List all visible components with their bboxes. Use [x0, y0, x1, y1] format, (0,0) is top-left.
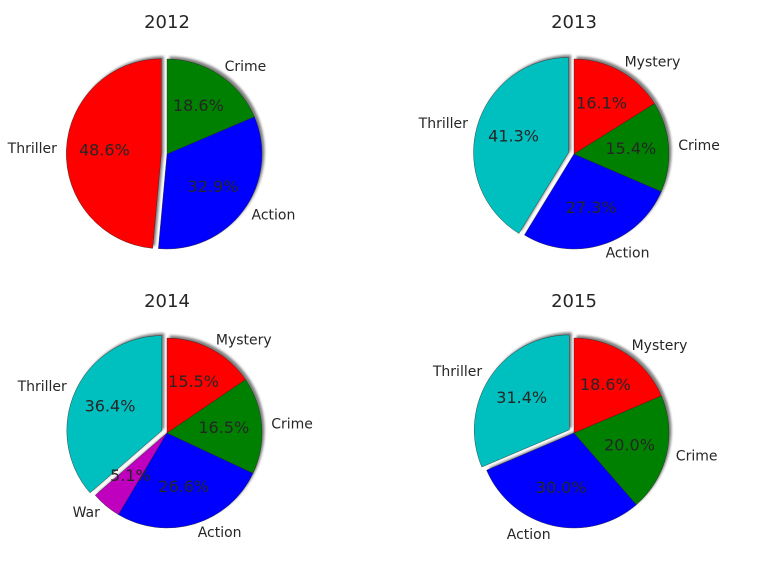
- slice-action: [524, 153, 662, 250]
- slice-category-label: Action: [507, 527, 551, 543]
- slice-percent-label: 36.4%: [85, 397, 136, 416]
- slice-percent-label: 18.6%: [173, 96, 224, 115]
- pie-labels: 41.3% Thriller 27.3% Action 15.4% Crime 16.1% M…: [418, 55, 720, 262]
- pie-panel-2012: 2012 48.6% Thriller 32.9% Action 18.6% Crime: [7, 12, 296, 250]
- slice-crime: [573, 103, 670, 192]
- slice-category-label: Crime: [676, 448, 718, 464]
- slice-percent-label: 41.3%: [488, 127, 539, 146]
- slice-category-label: Crime: [225, 59, 267, 75]
- pie-title: 2013: [551, 12, 597, 33]
- pie-panel-2013: 2013 41.3% Thriller 27.3% Action 15.4% Crime 16…: [418, 12, 720, 262]
- slice-category-label: Crime: [678, 138, 720, 154]
- pie-panel-2015: 2015 31.4% Thriller 30.0% Action 20.0% Crime 18…: [432, 291, 718, 543]
- slice-percent-label: 16.5%: [198, 418, 249, 437]
- pie-title: 2015: [551, 291, 597, 312]
- slice-category-label: Mystery: [632, 338, 688, 354]
- pie-title: 2012: [144, 12, 190, 33]
- slice-percent-label: 16.1%: [576, 94, 627, 113]
- pie-wedges: [473, 57, 670, 250]
- slice-category-label: War: [73, 505, 101, 521]
- pie-labels: 31.4% Thriller 30.0% Action 20.0% Crime 18.6% M…: [432, 338, 718, 543]
- slice-percent-label: 27.3%: [566, 198, 617, 217]
- slice-thriller: [66, 335, 163, 494]
- slice-percent-label: 30.0%: [536, 478, 587, 497]
- slice-percent-label: 5.1%: [110, 466, 151, 485]
- slice-category-label: Thriller: [418, 116, 468, 132]
- slice-category-label: Thriller: [7, 141, 57, 157]
- slice-thriller: [473, 57, 569, 234]
- pie-title: 2014: [144, 291, 190, 312]
- slice-percent-label: 20.0%: [604, 435, 655, 454]
- slice-category-label: Thriller: [17, 379, 67, 395]
- slice-category-label: Action: [198, 525, 242, 541]
- slice-percent-label: 15.4%: [605, 139, 656, 158]
- slice-category-label: Mystery: [216, 333, 272, 349]
- slice-thriller: [474, 334, 570, 468]
- slice-mystery: [166, 337, 246, 434]
- slice-category-label: Thriller: [432, 364, 482, 380]
- slice-crime: [166, 379, 263, 474]
- slice-category-label: Crime: [271, 417, 313, 433]
- slice-percent-label: 26.6%: [158, 477, 209, 496]
- slice-percent-label: 18.6%: [580, 375, 631, 394]
- slice-action: [486, 432, 637, 529]
- slice-mystery: [573, 58, 655, 155]
- slice-percent-label: 31.4%: [496, 388, 547, 407]
- pie-labels: 48.6% Thriller 32.9% Action 18.6% Crime: [7, 59, 296, 224]
- slice-crime: [166, 58, 255, 155]
- slice-category-label: Mystery: [625, 55, 681, 71]
- slice-action: [118, 432, 254, 529]
- slice-category-label: Action: [252, 208, 296, 224]
- slice-mystery: [573, 337, 662, 434]
- slice-percent-label: 15.5%: [168, 372, 219, 391]
- slice-percent-label: 32.9%: [188, 177, 239, 196]
- slice-category-label: Action: [606, 246, 650, 262]
- slice-action: [158, 116, 263, 250]
- pie-wedges: [66, 335, 263, 529]
- pie-wedges: [474, 334, 670, 529]
- pie-wedges: [66, 58, 263, 250]
- pie-panel-2014: 2014 36.4% Thriller 5.1% War 26.6% Action 16.5%…: [17, 291, 313, 541]
- pie-labels: 36.4% Thriller 5.1% War 26.6% Action 16.5% Crim…: [17, 333, 313, 541]
- slice-thriller: [66, 58, 162, 249]
- slice-percent-label: 48.6%: [79, 141, 130, 160]
